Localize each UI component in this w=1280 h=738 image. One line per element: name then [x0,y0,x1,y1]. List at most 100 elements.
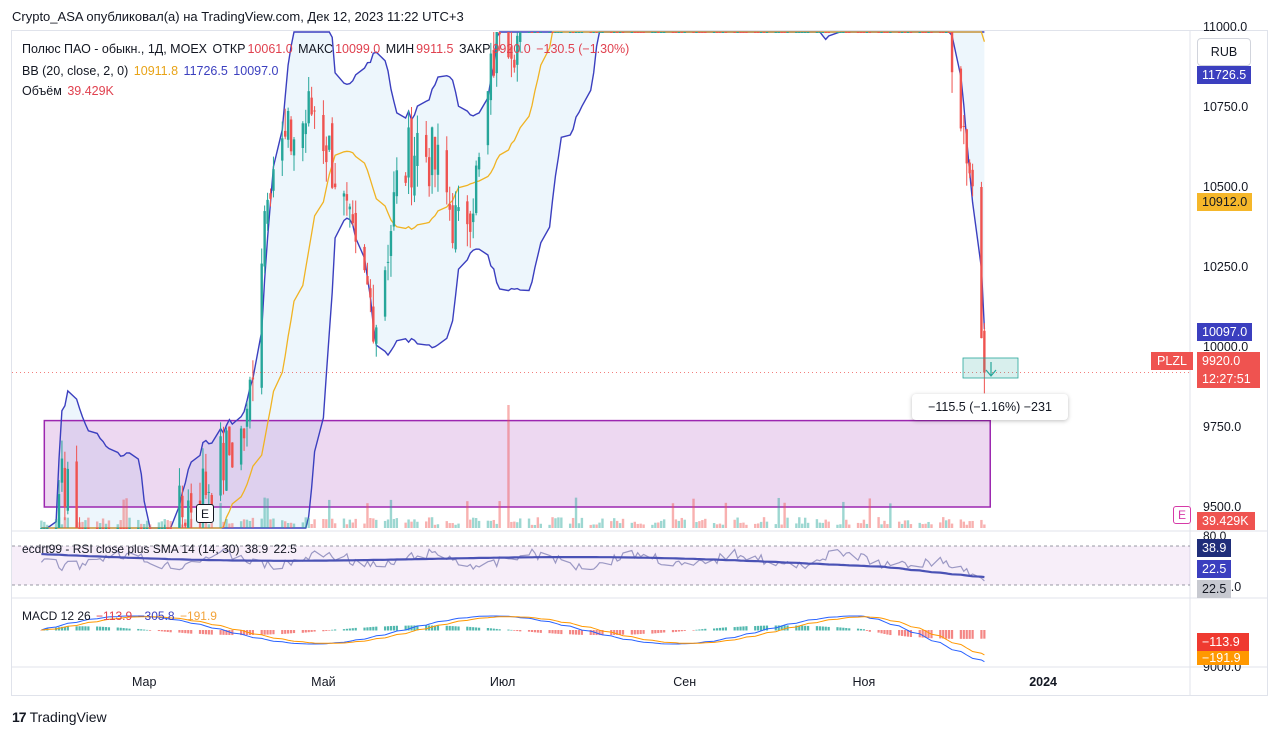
macd-hist-bar [762,625,766,631]
macd-hist-bar [178,630,181,633]
volume-bar [430,517,434,528]
macd-hist-bar [240,630,243,636]
candle-body [533,32,537,33]
volume-bar [366,503,369,528]
candle-body [313,110,316,112]
macd-hist-bar [903,630,907,637]
candle-body [510,46,513,59]
candle-body [589,32,592,33]
volume-bar [78,522,81,528]
volume-bar [166,520,169,528]
macd-hist-bar [198,630,202,634]
candle-body [116,528,119,529]
macd-hist-bar [375,626,378,631]
volume-bar [801,523,804,528]
candle-body [228,426,231,456]
candle-body [733,32,736,33]
macd-hist-bar [66,626,69,631]
macd-hist-bar [712,628,716,631]
candle-body [413,155,416,196]
volume-bar [765,521,769,528]
macd-hist-bar [827,626,830,631]
chart-frame [11,30,1268,696]
macd-hist-bar [498,629,501,631]
macd-hist-bar [654,630,657,634]
macd-hist-bar [965,630,968,639]
macd-hist-bar [530,630,534,633]
macd-hist-bar [416,625,419,631]
tradingview-logo-icon: 17 [12,709,27,725]
currency-selector[interactable]: RUB [1197,38,1251,66]
bb-upper-value: 11726.5 [183,64,228,78]
volume-bar [404,522,407,528]
volume-bar [122,499,125,528]
macd-hist-bar [395,625,398,631]
macd-hist-bar [84,626,87,631]
macd-hist-bar [137,628,140,631]
macd-hist-bar [389,626,393,631]
volume-bar [745,524,748,528]
candle-body [492,49,495,76]
candle-body [618,32,622,33]
rsi-value-1: 38.9 [244,542,269,556]
macd-hist-bar [739,626,742,631]
macd-hist-bar [980,630,983,639]
bb-band-fill [41,32,985,528]
macd-hist-bar [560,630,563,635]
macd-hist-bar [78,626,81,631]
candle-body [369,288,372,298]
volume-bar [486,520,490,528]
candle-body [245,408,249,427]
volume-bar [803,517,807,528]
candle-body [375,327,378,344]
volume-bar [856,522,860,528]
volume-bar [104,523,108,528]
macd-hist-bar [580,630,584,635]
symbol-tag: PLZL [1151,352,1193,370]
candle-body [701,32,704,33]
earnings-badge[interactable]: E [196,504,214,523]
footer-brand[interactable]: 17 TradingView [12,709,107,725]
macd-hist-bar [883,630,886,634]
macd-hist-bar [680,630,683,632]
macd-hist-bar [146,629,149,631]
volume-bar [601,518,604,528]
macd-hist-bar [815,626,819,631]
volume-bar [507,405,510,528]
candle-body [877,32,880,33]
macd-hist-bar [886,630,889,635]
candle-body [107,528,111,529]
close-value: 9920.0 [492,42,531,56]
volume-bar [530,524,534,528]
macd-hist-bar [950,630,954,639]
candle-body [469,213,472,232]
candle-body [137,528,140,529]
volume-bar [145,520,149,528]
volume-bar [116,524,119,528]
candle-body [345,194,349,201]
candle-body [704,32,707,33]
volume-bar [759,521,763,528]
earnings-axis-badge[interactable]: E [1173,506,1191,524]
candle-body [962,125,966,127]
candle-body [404,175,407,183]
macd-hist-bar [242,630,246,636]
macd-hist-bar [475,627,478,631]
macd-hist-bar [313,630,316,632]
macd-hist-bar [143,629,146,631]
macd-hist-bar [718,627,722,631]
macd-hist-bar [733,627,736,631]
candle-body [754,32,757,33]
macd-hist-bar [342,629,346,631]
candle-body [947,32,951,33]
macd-hist-bar [472,627,475,631]
candle-body [457,207,460,212]
candle-body [348,206,352,210]
macd-hist-bar [757,625,760,631]
candle-body [201,468,205,519]
candle-body [328,135,331,150]
candle-body [630,32,634,33]
candle-body [272,169,275,191]
volume-bar [263,497,266,528]
